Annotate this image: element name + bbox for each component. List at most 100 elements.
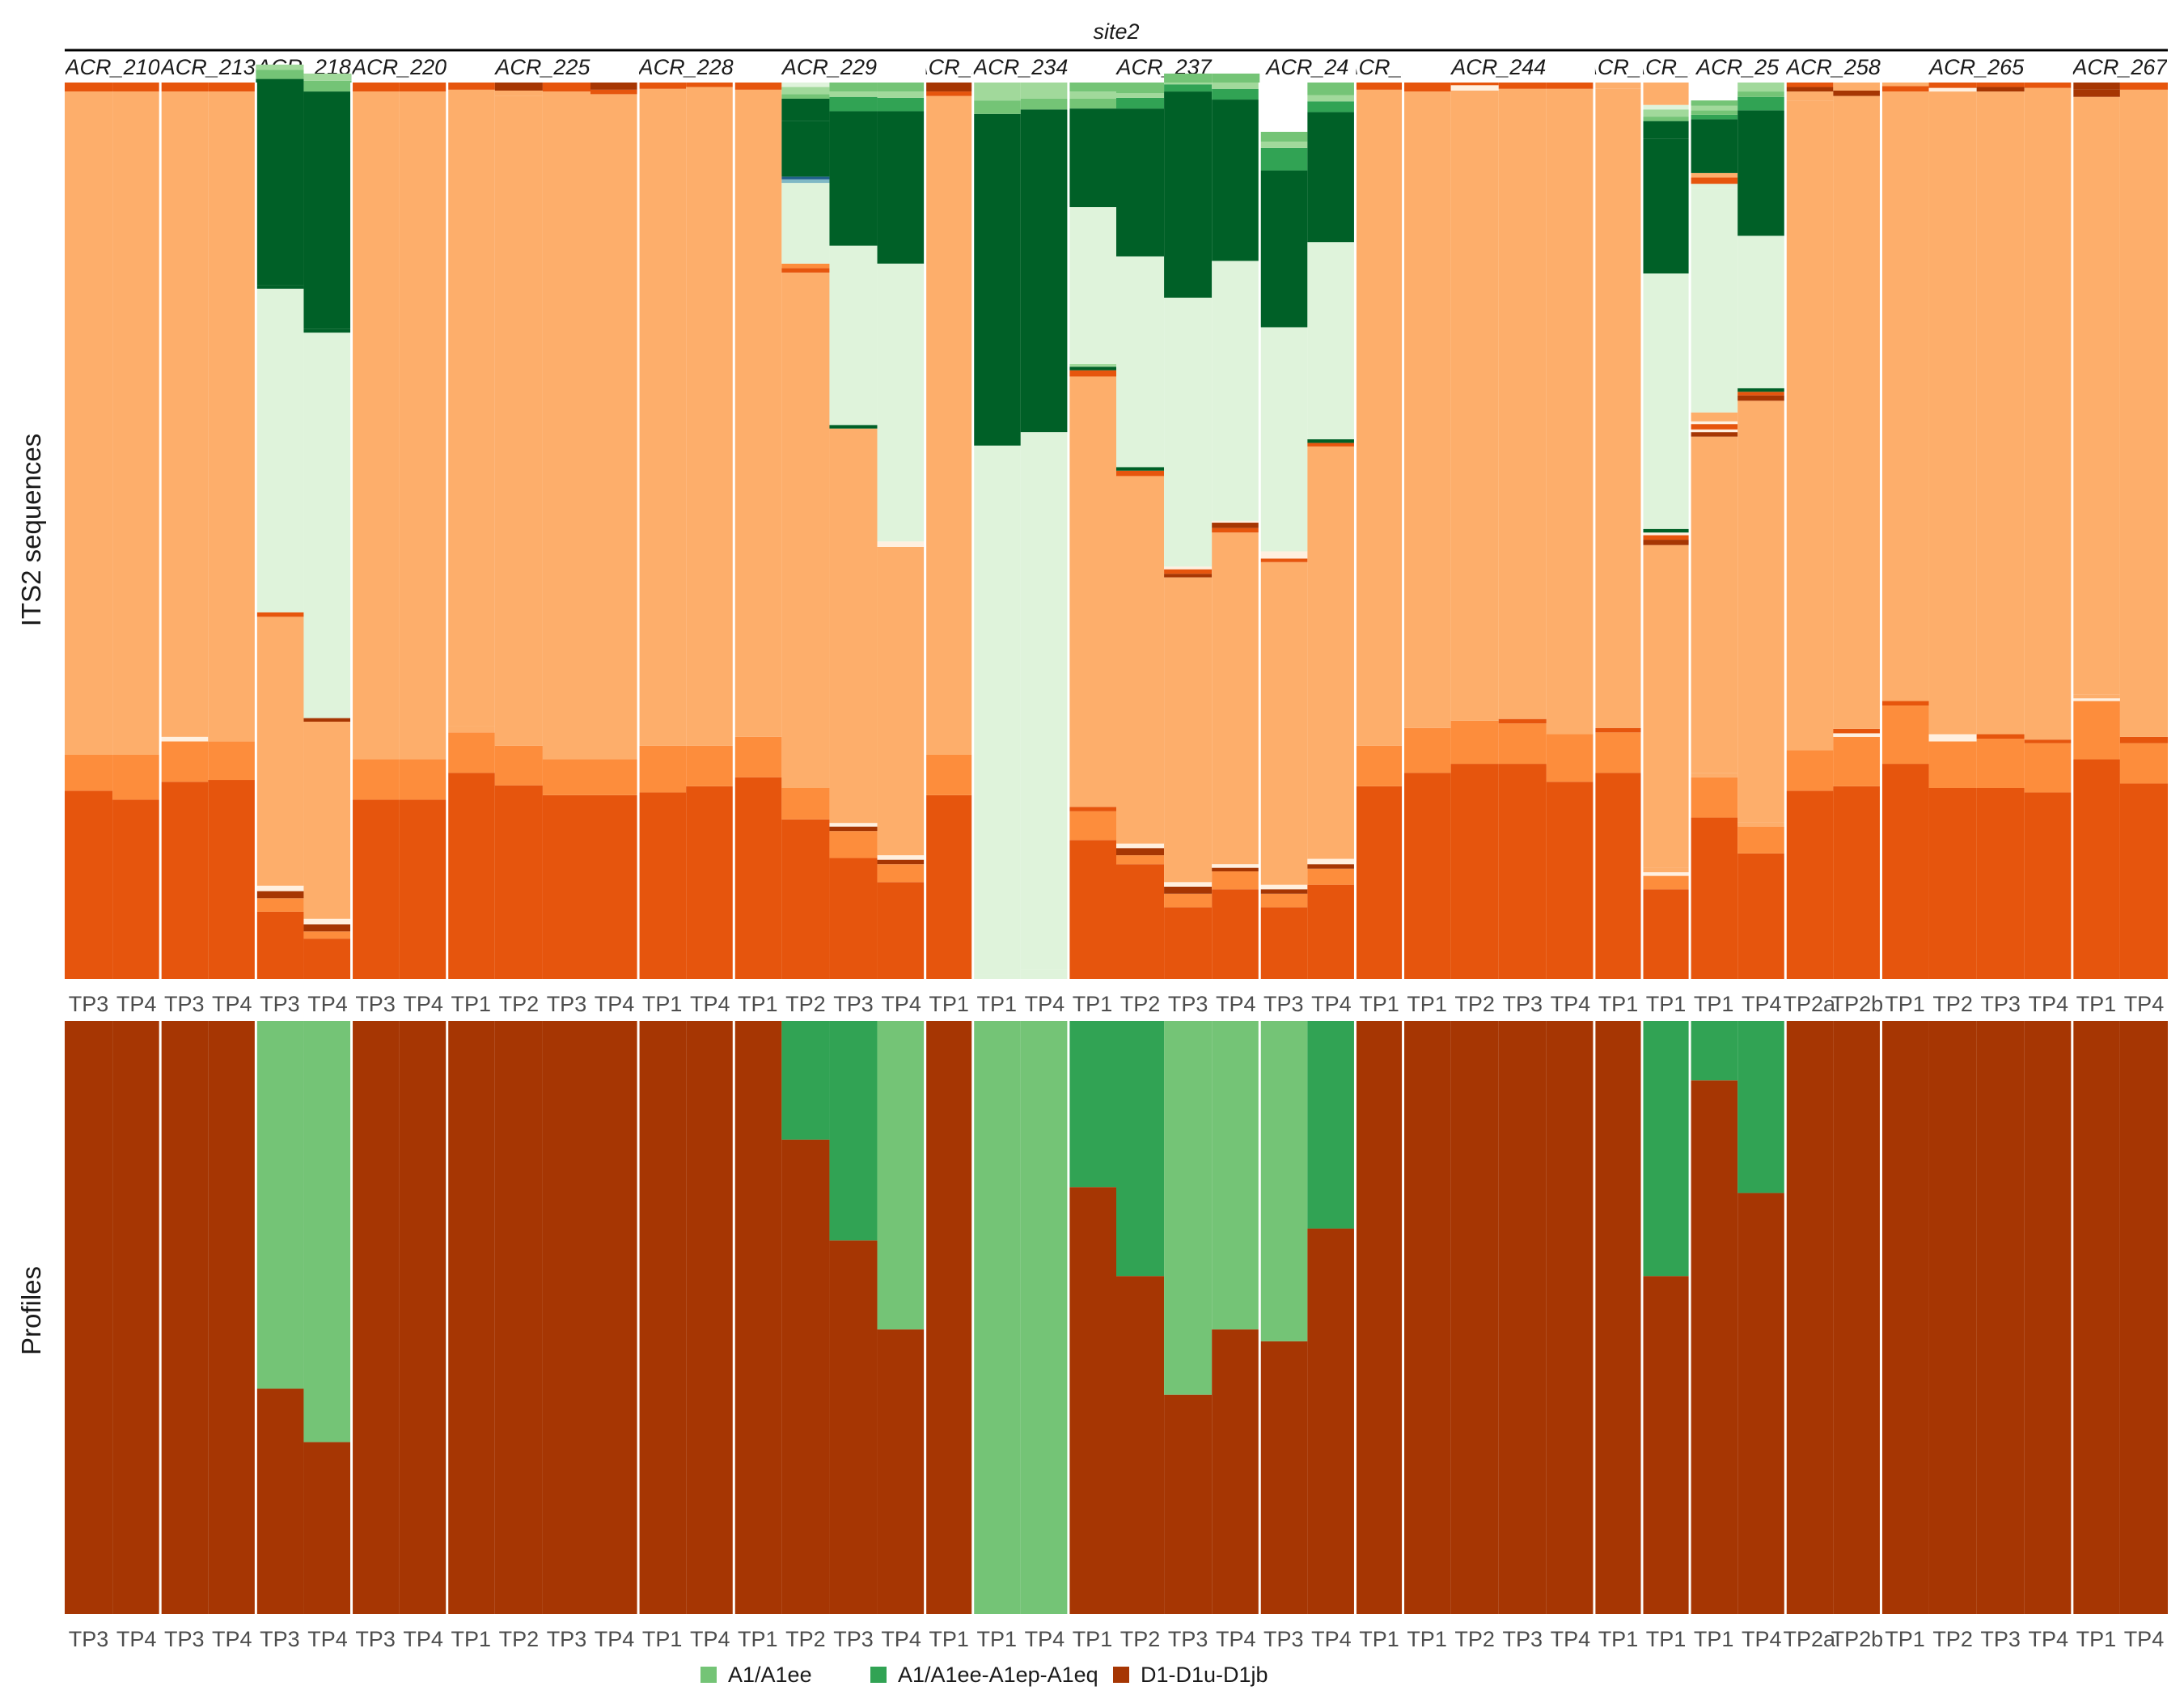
bar-segment xyxy=(1881,701,1929,706)
x-tick-label: TP1 xyxy=(1073,992,1113,1016)
bar-segment xyxy=(65,91,113,755)
bar-segment xyxy=(1881,91,1929,701)
x-tick-label: TP4 xyxy=(2124,992,2165,1016)
bar-segment xyxy=(399,1021,447,1614)
panel-its2-sequences xyxy=(65,64,2168,979)
bar-segment xyxy=(112,1021,161,1614)
bar-segment xyxy=(1307,864,1356,869)
bar-segment xyxy=(399,83,447,92)
bar-segment xyxy=(2119,1021,2168,1614)
bar-segment xyxy=(734,1021,782,1614)
bar-segment xyxy=(1212,889,1260,979)
bar-segment xyxy=(1403,91,1451,728)
bar-segment xyxy=(447,726,495,733)
bar-segment xyxy=(1642,117,1691,121)
bar-segment xyxy=(1116,467,1165,471)
bar-segment xyxy=(65,83,113,92)
bar-segment xyxy=(447,773,495,979)
bar-segment xyxy=(1498,88,1547,719)
bar-segment xyxy=(1594,773,1642,979)
bar-segment xyxy=(1498,764,1547,979)
bar-segment xyxy=(112,83,161,92)
bar-segment xyxy=(1307,1021,1356,1229)
bar-segment xyxy=(1116,108,1165,256)
x-tick-label: TP4 xyxy=(1551,1627,1591,1651)
x-tick-label: TP2 xyxy=(1454,1627,1495,1651)
x-tick-label: TP4 xyxy=(116,1627,157,1651)
bar-segment xyxy=(2072,96,2120,695)
x-tick-label: TP1 xyxy=(1885,1627,1925,1651)
bar-segment xyxy=(590,94,639,760)
bar-segment xyxy=(1690,1080,1738,1614)
bar-segment xyxy=(781,819,830,979)
legend: A1/A1ee A1/A1ee-A1ep-A1eq D1-D1u-D1jb xyxy=(700,1663,1268,1687)
group-label: ACR_24 xyxy=(1264,55,1348,79)
bar-segment xyxy=(2119,89,2168,737)
bar-segment xyxy=(2024,792,2072,979)
bar-segment xyxy=(1116,256,1165,468)
bar-segment xyxy=(1450,764,1499,979)
bar-segment xyxy=(686,745,734,786)
bar-segment xyxy=(256,885,304,892)
bar-segment xyxy=(1642,104,1691,110)
x-tick-label: TP1 xyxy=(1407,992,1447,1016)
x-tick-label: TP4 xyxy=(881,992,921,1016)
x-tick-label: TP4 xyxy=(2124,1627,2165,1651)
bar-segment xyxy=(1116,470,1165,477)
bar-segment xyxy=(638,1021,687,1614)
x-tick-label: TP1 xyxy=(1598,992,1639,1016)
group-label: ACR_265 xyxy=(1928,55,2025,79)
x-tick-label: TP1 xyxy=(2076,1627,2117,1651)
bar-segment xyxy=(1690,436,1738,773)
bar-segment xyxy=(303,924,352,932)
bar-segment xyxy=(877,1021,925,1330)
bar-segment xyxy=(256,288,304,612)
bar-segment xyxy=(1690,110,1738,115)
bar-segment xyxy=(1164,1021,1213,1395)
group-label: ACR_2 xyxy=(1342,55,1414,79)
y-axis-label-profiles: Profiles xyxy=(16,1266,46,1355)
bar-segment xyxy=(638,792,687,979)
bar-segment xyxy=(686,87,734,746)
bar-segment xyxy=(1116,1021,1165,1277)
bar-segment xyxy=(972,445,1021,975)
x-tick-label: TP3 xyxy=(355,1627,396,1651)
bar-segment xyxy=(1737,91,1786,97)
bar-segment xyxy=(1690,177,1738,184)
group-label: ACR_228 xyxy=(637,55,734,79)
bar-segment xyxy=(256,1021,304,1389)
bar-segment xyxy=(1403,1021,1451,1614)
bar-segment xyxy=(686,1021,734,1614)
bar-segment xyxy=(1833,736,1881,786)
legend-label: D1-D1u-D1jb xyxy=(1141,1663,1268,1687)
bar-segment xyxy=(2024,739,2072,744)
bar-segment xyxy=(829,245,878,426)
bar-segment xyxy=(1976,787,2025,979)
bar-segment xyxy=(1068,108,1116,208)
bar-segment xyxy=(781,87,830,95)
x-tick-label: TP3 xyxy=(355,992,396,1016)
bar-segment xyxy=(1737,400,1786,823)
bar-segment xyxy=(2072,694,2120,699)
bar-segment xyxy=(1642,544,1691,868)
bar-segment xyxy=(1498,718,1547,724)
bar-segment xyxy=(1450,1021,1499,1614)
bar-segment xyxy=(65,755,113,791)
legend-swatch xyxy=(700,1667,717,1683)
bar-segment xyxy=(590,83,639,90)
bar-segment xyxy=(494,1021,543,1614)
bar-segment xyxy=(1737,235,1786,388)
bar-segment xyxy=(1259,1341,1308,1614)
bar-segment xyxy=(1642,535,1691,540)
bar-segment xyxy=(1642,532,1691,536)
bar-segment xyxy=(1307,443,1356,447)
bar-segment xyxy=(2072,759,2120,979)
bar-segment xyxy=(1690,188,1738,413)
bar-segment xyxy=(1881,83,1929,87)
bar-segment xyxy=(494,785,543,979)
x-tick-label: TP4 xyxy=(1311,1627,1352,1651)
bar-segment xyxy=(1976,91,2025,735)
bar-segment xyxy=(2119,83,2168,90)
bar-segment xyxy=(447,83,495,90)
x-tick-label: TP1 xyxy=(929,992,969,1016)
